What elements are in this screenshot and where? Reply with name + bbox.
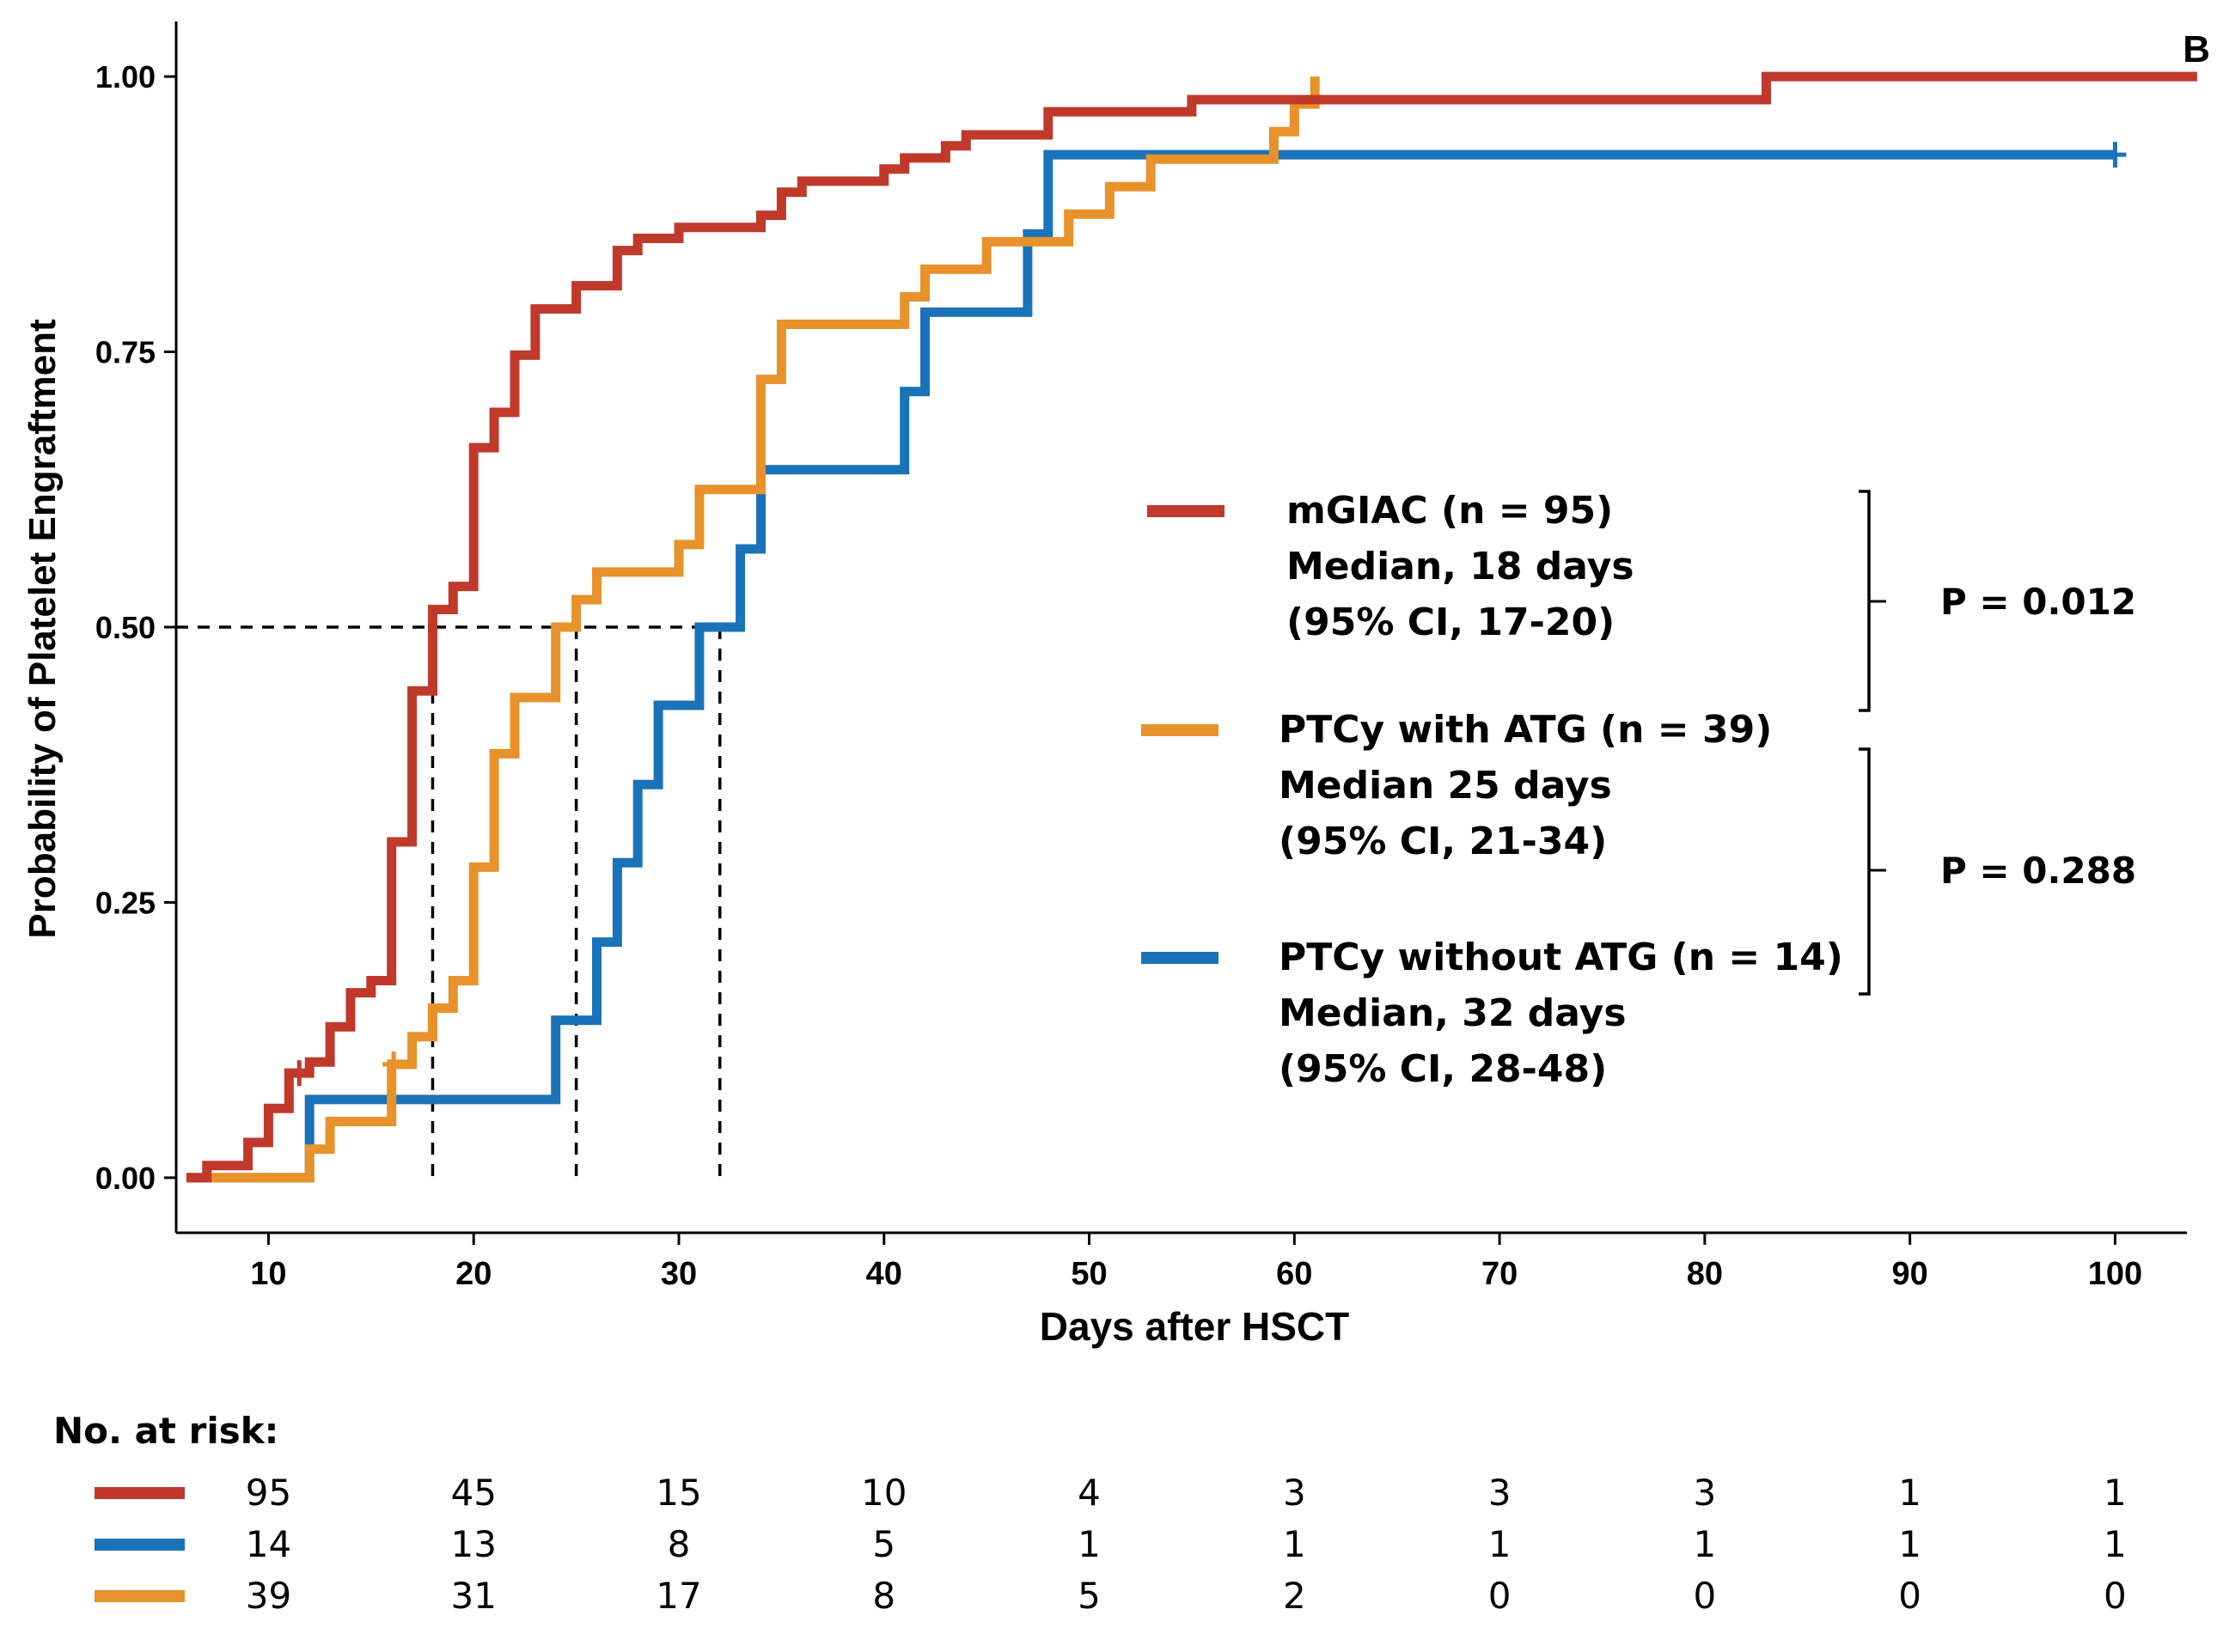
risk-value: 10: [861, 1472, 907, 1514]
p-value-bracket: P = 0.012: [1859, 490, 2136, 712]
y-tick-label: 0.75: [95, 335, 156, 370]
risk-value: 0: [2104, 1575, 2127, 1617]
risk-value: 14: [246, 1523, 291, 1565]
curve-ptcy_atg: [186, 76, 1320, 1183]
y-tick-label: 1.00: [95, 59, 156, 94]
risk-value: 8: [668, 1523, 691, 1565]
y-tick-label: 0.00: [95, 1161, 156, 1196]
risk-value: 3: [1694, 1472, 1717, 1514]
p-value-label: P = 0.288: [1940, 850, 2136, 892]
risk-value: 17: [656, 1575, 701, 1617]
risk-value: 1: [1898, 1523, 1921, 1565]
censor-mark-ptcy_atg: [382, 1051, 406, 1077]
risk-table-title: No. at risk:: [53, 1410, 278, 1452]
risk-value: 0: [1488, 1575, 1512, 1617]
legend-ci-ptcy_atg: (95% CI, 21-34): [1279, 820, 1607, 863]
risk-value: 2: [1283, 1575, 1306, 1617]
panel-label: B: [2183, 28, 2210, 70]
risk-value: 4: [1078, 1472, 1101, 1514]
risk-value: 1: [1488, 1523, 1512, 1565]
p-value-bracket: P = 0.288: [1859, 747, 2136, 996]
censor-mark-ptcy_no_atg: [2104, 142, 2127, 168]
risk-value: 1: [1283, 1523, 1306, 1565]
risk-value: 39: [246, 1575, 291, 1617]
censor-mark-mgiac: [288, 1060, 311, 1087]
risk-value: 15: [656, 1472, 701, 1514]
x-axis-label: Days after HSCT: [1040, 1304, 1349, 1349]
legend-label-ptcy_no_atg: PTCy without ATG (n = 14): [1279, 936, 1843, 979]
risk-value: 1: [2104, 1523, 2127, 1565]
y-tick-label: 0.50: [95, 610, 156, 645]
legend-ci-ptcy_no_atg: (95% CI, 28-48): [1279, 1047, 1607, 1091]
risk-value: 95: [246, 1472, 291, 1514]
curve-ptcy_no_atg: [186, 149, 2116, 1183]
legend-median-ptcy_atg: Median 25 days: [1279, 764, 1612, 808]
axes: 0.00 0.25 0.50 0.75 1.00 10 20 30 40 50 60 70 80 90 10…: [95, 21, 2187, 1292]
x-tick-label: 100: [2088, 1256, 2142, 1292]
legend-median-ptcy_no_atg: Median, 32 days: [1279, 991, 1627, 1035]
risk-value: 45: [450, 1472, 496, 1514]
x-tick-label: 50: [1071, 1256, 1107, 1292]
risk-value: 1: [1898, 1472, 1921, 1514]
risk-value: 1: [1694, 1523, 1717, 1565]
x-tick-label: 80: [1687, 1256, 1723, 1292]
survival-curves: [186, 71, 2197, 1183]
p-value-label: P = 0.012: [1940, 581, 2136, 623]
legend: mGIAC (n = 95) Median, 18 days (95% CI, 17…: [1141, 489, 2136, 1091]
risk-value: 1: [2104, 1472, 2127, 1514]
risk-value: 0: [1694, 1575, 1717, 1617]
risk-table: No. at risk: 95 45 15 10 4 3 3 3 1 114 13 8 5 1 1 1 1 1 13…: [53, 1410, 2127, 1617]
legend-label-ptcy_atg: PTCy with ATG (n = 39): [1279, 708, 1772, 752]
y-tick-label: 0.25: [95, 885, 156, 920]
risk-value: 5: [1078, 1575, 1101, 1617]
x-tick-label: 40: [866, 1256, 902, 1292]
legend-median-mgiac: Median, 18 days: [1286, 545, 1634, 588]
x-tick-label: 30: [661, 1256, 697, 1292]
risk-value: 3: [1488, 1472, 1512, 1514]
risk-value: 8: [872, 1575, 895, 1617]
risk-value: 1: [1078, 1523, 1101, 1565]
risk-value: 5: [872, 1523, 895, 1565]
legend-ci-mgiac: (95% CI, 17-20): [1286, 600, 1615, 644]
x-tick-label: 20: [455, 1256, 492, 1292]
risk-value: 13: [450, 1523, 496, 1565]
legend-label-mgiac: mGIAC (n = 95): [1286, 489, 1613, 533]
x-tick-label: 60: [1276, 1256, 1312, 1292]
median-lines: [176, 625, 722, 1178]
x-tick-label: 90: [1892, 1256, 1928, 1292]
risk-value: 31: [450, 1575, 496, 1617]
risk-value: 3: [1283, 1472, 1306, 1514]
y-axis-label: Probability of Platelet Engraftment: [21, 319, 64, 939]
x-tick-label: 10: [250, 1256, 286, 1292]
risk-value: 0: [1898, 1575, 1921, 1617]
x-tick-label: 70: [1481, 1256, 1518, 1292]
curve-mgiac: [186, 71, 2197, 1183]
